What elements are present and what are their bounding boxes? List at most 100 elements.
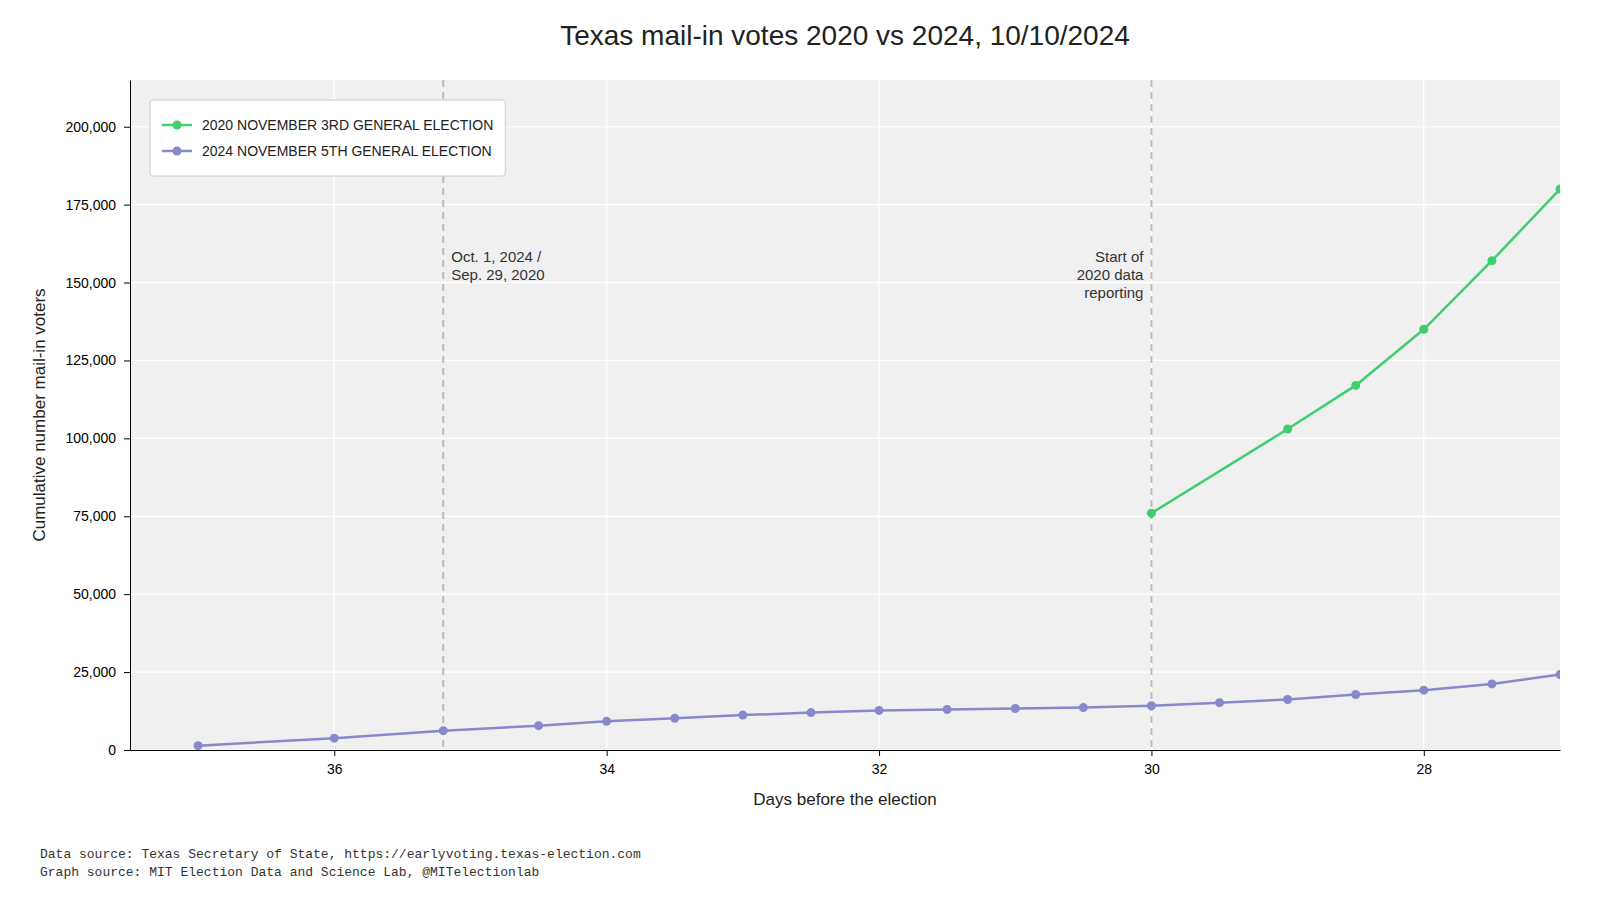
series-line (198, 675, 1560, 746)
plot-background (130, 80, 1560, 750)
legend-item: 2020 NOVEMBER 3RD GENERAL ELECTION (162, 117, 493, 133)
axis-line (131, 750, 1561, 751)
marker (1419, 686, 1428, 695)
legend-marker (173, 147, 182, 156)
text-line: Oct. 1, 2024 / (451, 248, 542, 265)
marker (1351, 690, 1360, 699)
marker (1351, 381, 1360, 390)
tick-label: 28 (1417, 761, 1433, 777)
annotation: Start of2020 datareporting (1077, 248, 1145, 301)
marker (806, 708, 815, 717)
marker (439, 726, 448, 735)
text-line: Start of (1095, 248, 1144, 265)
grid-line-y (130, 516, 1560, 517)
tick-label: 25,000 (73, 664, 116, 680)
tick: 0 (108, 742, 130, 758)
marker (1556, 670, 1561, 679)
grid-line-x (1151, 80, 1152, 750)
tick-mark (124, 127, 130, 128)
legend-box (150, 100, 505, 176)
marker (1079, 703, 1088, 712)
marker (1556, 185, 1561, 194)
tick-label: 150,000 (65, 275, 116, 291)
tick-mark (124, 438, 130, 439)
marker (1283, 695, 1292, 704)
data-area (194, 80, 1560, 750)
text-line: 2020 data (1077, 266, 1144, 283)
marker (194, 741, 203, 750)
marker (1215, 698, 1224, 707)
marker (330, 734, 339, 743)
tick: 175,000 (65, 197, 130, 213)
grid-line-x (334, 80, 335, 750)
chart: 2830323436025,00050,00075,000100,000125,… (0, 0, 1600, 900)
marker (1011, 704, 1020, 713)
marker (875, 706, 884, 715)
tick-label: 200,000 (65, 119, 116, 135)
marker (943, 705, 952, 714)
tick: 75,000 (73, 508, 130, 524)
y-axis: 0 25,000 50,000 75,000 100,000 125,000 150,000… (65, 81, 130, 758)
text-line: reporting (1084, 284, 1143, 301)
tick-label: 36 (327, 761, 343, 777)
marker (534, 721, 543, 730)
marker (1487, 256, 1496, 265)
tick-mark (124, 516, 130, 517)
x-axis-title: Days before the election (753, 790, 936, 809)
series-line (1151, 189, 1560, 513)
title: Texas mail-in votes 2020 vs 2024, 10/10/… (560, 20, 1130, 51)
marker (1283, 425, 1292, 434)
tick-label: 0 (108, 742, 116, 758)
grid-line-y (130, 438, 1560, 439)
grid-line-x (606, 80, 607, 750)
tick-mark (1424, 750, 1425, 756)
tick: 150,000 (65, 275, 130, 291)
tick-mark (124, 672, 130, 673)
tick-mark (334, 750, 335, 756)
grid-line-y (130, 594, 1560, 595)
tick: 30 (1144, 750, 1160, 777)
marker (1147, 509, 1156, 518)
tick: 25,000 (73, 664, 130, 680)
grid-line-y (130, 360, 1560, 361)
tick-mark (879, 750, 880, 756)
tick-label: 50,000 (73, 586, 116, 602)
tick: 32 (872, 750, 888, 777)
tick: 36 (327, 750, 343, 777)
grid-line-y (130, 204, 1560, 205)
text-line: Graph source: MIT Election Data and Scie… (40, 865, 539, 880)
series-markers (1147, 185, 1560, 518)
tick-mark (124, 594, 130, 595)
tick: 50,000 (73, 586, 130, 602)
legend-label: 2024 NOVEMBER 5TH GENERAL ELECTION (202, 143, 492, 159)
tick-label: 100,000 (65, 430, 116, 446)
series-markers (194, 670, 1560, 750)
tick-label: 30 (1144, 761, 1160, 777)
tick: 28 (1417, 750, 1433, 777)
tick-mark (124, 283, 130, 284)
grid-line-y (130, 671, 1560, 672)
tick: 200,000 (65, 119, 130, 135)
legend: 2020 NOVEMBER 3RD GENERAL ELECTION 2024 N… (150, 100, 505, 176)
tick-mark (124, 750, 130, 751)
marker (1419, 325, 1428, 334)
vertical-line (1150, 80, 1152, 750)
tick-mark (124, 360, 130, 361)
tick-mark (124, 205, 130, 206)
tick-mark (1151, 750, 1152, 756)
plot: 2830323436025,00050,00075,000100,000125,… (65, 80, 1564, 777)
tick-label: 175,000 (65, 197, 116, 213)
legend-item: 2024 NOVEMBER 5TH GENERAL ELECTION (162, 143, 492, 159)
axis-line (130, 81, 131, 751)
annotation: Oct. 1, 2024 /Sep. 29, 2020 (451, 248, 544, 283)
marker (1487, 679, 1496, 688)
tick-label: 125,000 (65, 352, 116, 368)
legend-marker (173, 121, 182, 130)
tick-label: 32 (872, 761, 888, 777)
legend-label: 2020 NOVEMBER 3RD GENERAL ELECTION (202, 117, 493, 133)
grid-line-y (130, 282, 1560, 283)
vertical-line (442, 80, 444, 750)
text-line: Data source: Texas Secretary of State, h… (40, 847, 641, 862)
grid-line-y (130, 749, 1560, 750)
annotation-lines (443, 80, 1151, 750)
